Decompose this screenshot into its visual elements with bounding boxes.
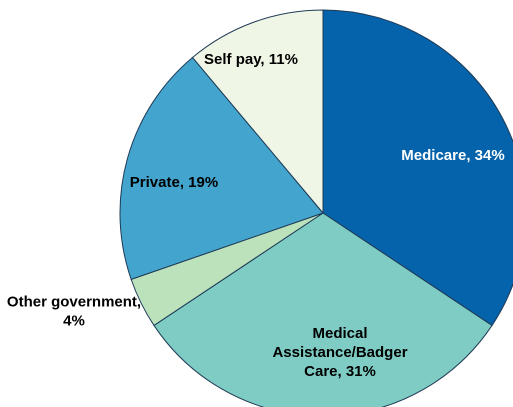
pie-slice-medicare	[322, 9, 513, 327]
pie-slice-medical-assistance-badger-care	[153, 212, 493, 407]
pie-label-line: Private, 19%	[130, 174, 218, 191]
pie-slice-private	[119, 56, 324, 281]
pie-label-line: Care, 31%	[304, 363, 376, 380]
pie-labels: Medicare, 34% Medical Assistance/Badger Car…	[7, 51, 505, 380]
pie-label-self-pay: Self pay, 11%	[204, 51, 298, 68]
pie-label-line: Medicare, 34%	[401, 147, 504, 164]
pie-label-medical-assistance-badger-care: Medical Assistance/Badger Care, 31%	[272, 325, 407, 380]
pie-slices	[119, 9, 513, 407]
pie-label-line: Medical	[312, 325, 367, 342]
pie-label-line: Other government,	[7, 294, 141, 311]
pie-label-medicare: Medicare, 34%	[401, 147, 504, 164]
pie-label-other-government: Other government, 4%	[7, 294, 141, 330]
pie-slice-self-pay	[191, 9, 324, 215]
pie-label-line: 4%	[63, 313, 85, 330]
pie-label-line: Self pay, 11%	[204, 51, 298, 68]
pie-label-private: Private, 19%	[130, 174, 218, 191]
pie-label-line: Assistance/Badger	[272, 344, 407, 361]
